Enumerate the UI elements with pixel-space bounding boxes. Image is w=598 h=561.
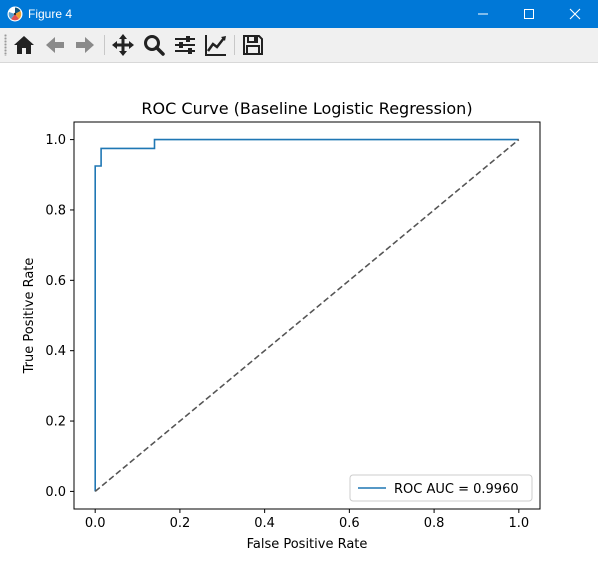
zoom-icon [144,35,165,56]
x-tick-label: 0.0 [85,516,106,531]
maximize-icon [524,9,534,19]
y-tick-label: 0.8 [45,203,66,218]
window-title: Figure 4 [28,7,73,21]
legend-entry-label: ROC AUC = 0.9960 [394,482,519,497]
forward-arrow-icon [76,37,94,53]
maximize-button[interactable] [506,0,552,28]
forward-button[interactable] [71,31,99,59]
y-axis-label: True Positive Rate [22,258,37,375]
chance-diagonal-line [94,138,520,493]
matplotlib-logo-icon [7,6,23,22]
chart-title: ROC Curve (Baseline Logistic Regression) [141,99,472,118]
toolbar-grip [4,34,7,56]
configure-subplots-button[interactable] [171,31,199,59]
back-arrow-icon [46,37,64,53]
roc-curve-line [94,138,519,492]
close-button[interactable] [552,0,598,28]
x-tick-label: 0.8 [424,516,445,531]
edit-axis-icon [205,35,226,56]
save-icon [243,35,263,55]
pan-button[interactable] [109,31,137,59]
back-button[interactable] [41,31,69,59]
y-tick-label: 0.0 [45,485,66,500]
y-tick-label: 0.4 [45,344,66,359]
minimize-icon [478,13,488,15]
toolbar-separator [234,35,235,55]
x-tick-label: 0.2 [170,516,191,531]
x-tick-label: 0.4 [254,516,275,531]
home-icon [14,36,34,54]
roc-chart[interactable]: 0.0 0.2 0.4 0.6 0.8 1.0 0.0 0.2 0.4 0.6 0.8 1.0 ROC … [0,63,598,561]
y-tick-label: 0.2 [45,415,66,430]
x-tick-label: 0.6 [339,516,360,531]
title-bar: Figure 4 [0,0,598,28]
axes-frame [73,121,541,510]
pan-icon [112,34,134,56]
minimize-button[interactable] [460,0,506,28]
edit-axis-button[interactable] [202,31,230,59]
x-tick-label: 1.0 [508,516,529,531]
toolbar [0,28,598,63]
close-icon [569,8,581,20]
legend-box [349,474,533,502]
y-tick-label: 1.0 [45,133,66,148]
save-button[interactable] [239,31,267,59]
home-button[interactable] [10,31,38,59]
x-axis-label: False Positive Rate [247,537,368,552]
zoom-button[interactable] [140,31,168,59]
y-tick-label: 0.6 [45,274,66,289]
configure-subplots-icon [175,36,195,54]
toolbar-separator [104,35,105,55]
